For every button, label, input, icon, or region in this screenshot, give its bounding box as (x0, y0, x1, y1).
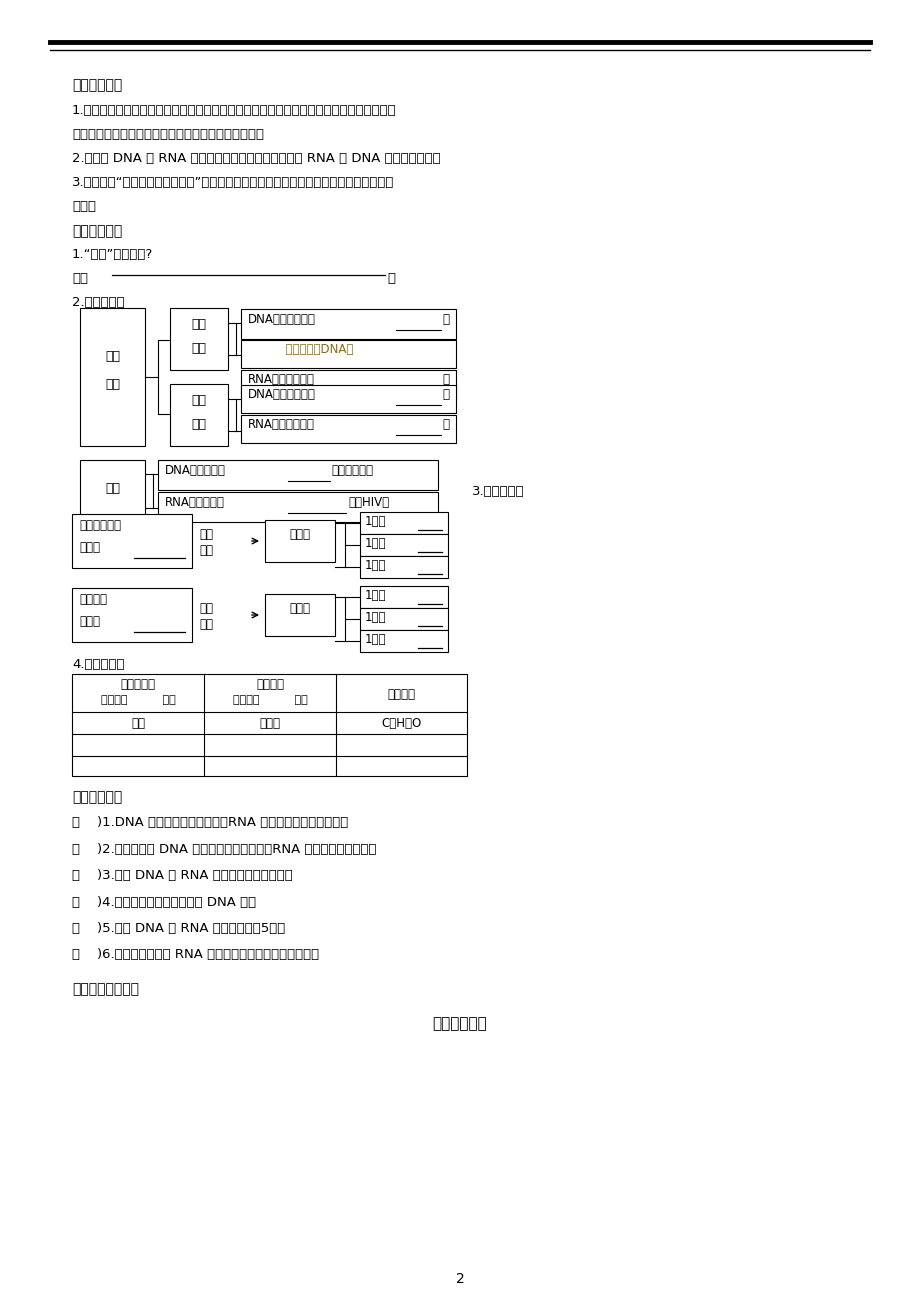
Bar (241, 415, 456, 443)
Text: 2: 2 (455, 1272, 464, 1286)
Text: 一、核酸结构: 一、核酸结构 (432, 1016, 487, 1031)
Text: 聚合而成，能解释核酸是储存与传递遗传信息的物质。: 聚合而成，能解释核酸是储存与传递遗传信息的物质。 (72, 128, 264, 141)
Text: RNA：主要分布在: RNA：主要分布在 (248, 418, 314, 431)
Bar (241, 370, 456, 398)
Text: 3.核酸分类：: 3.核酸分类： (471, 486, 524, 497)
Bar (158, 460, 437, 490)
Text: 《学习目标》: 《学习目标》 (72, 78, 122, 92)
Text: 1分子: 1分子 (365, 589, 386, 602)
Text: 《核心知识突破》: 《核心知识突破》 (72, 982, 139, 996)
Text: 。: 。 (441, 388, 448, 401)
Text: （    )1.DNA 的全称是核糖核苷酸，RNA 的全称是脸氧核糖核酸。: （ )1.DNA 的全称是核糖核苷酸，RNA 的全称是脸氧核糖核酸。 (72, 816, 348, 829)
Text: 。: 。 (441, 418, 448, 431)
Bar (359, 512, 448, 534)
Text: 1分子: 1分子 (365, 633, 386, 646)
Text: 1分子: 1分子 (365, 559, 386, 572)
Text: 答：: 答： (72, 272, 88, 285)
Bar (359, 630, 448, 652)
Bar (359, 586, 448, 608)
Text: 多糖: 多糖 (130, 717, 145, 730)
Text: 真核: 真核 (191, 318, 206, 331)
Text: 基本单位: 基本单位 (255, 678, 284, 691)
Text: RNA：只分布在: RNA：只分布在 (165, 496, 224, 509)
Text: 。: 。 (441, 312, 448, 326)
Text: 2.通过对 DNA 和 RNA 化学组成上异同的比较，能说出 RNA 和 DNA 的区别和联系。: 2.通过对 DNA 和 RNA 化学组成上异同的比较，能说出 RNA 和 DNA… (72, 152, 440, 165)
Bar (72, 514, 192, 568)
Text: 原核: 原核 (191, 395, 206, 408)
Bar (80, 309, 145, 447)
Text: 脸氧核糖核酸: 脸氧核糖核酸 (79, 519, 121, 533)
Bar (265, 594, 335, 635)
Text: 葡萄糖: 葡萄糖 (259, 717, 280, 730)
Text: DNA：只分布在: DNA：只分布在 (165, 464, 226, 477)
Text: C、H、O: C、H、O (381, 717, 421, 730)
Text: 核糖核酸: 核糖核酸 (79, 592, 107, 605)
Text: RNA：主要分布在: RNA：主要分布在 (248, 372, 314, 385)
Text: 。: 。 (387, 272, 394, 285)
Bar (170, 309, 228, 370)
Text: 生物大分子: 生物大分子 (120, 678, 155, 691)
Bar (359, 608, 448, 630)
Text: 1分子: 1分子 (365, 611, 386, 624)
Text: （    )6.多糖、蛋白质和 RNA 都是由许多单体构成的多聚体。: （ )6.多糖、蛋白质和 RNA 都是由许多单体构成的多聚体。 (72, 948, 319, 961)
Text: （    )4.生物的遗传信息都储存于 DNA 中。: （ )4.生物的遗传信息都储存于 DNA 中。 (72, 896, 255, 909)
Bar (158, 492, 437, 522)
Text: 4.生物大分子: 4.生物大分子 (72, 658, 124, 671)
Text: 单位: 单位 (199, 544, 213, 557)
Bar (72, 674, 467, 776)
Text: 基本: 基本 (199, 529, 213, 542)
Text: 特点。: 特点。 (72, 201, 96, 214)
Text: 2.核酸分布：: 2.核酸分布： (72, 296, 124, 309)
Text: 简称：: 简称： (79, 542, 100, 553)
Text: 3.通过回顾“糖类、蛋白质和核酸”的物质组成，能概括出生物大分子以碳链为骨架的结构: 3.通过回顾“糖类、蛋白质和核酸”的物质组成，能概括出生物大分子以碳链为骨架的结… (72, 176, 394, 189)
Bar (72, 589, 192, 642)
Text: 细胞: 细胞 (191, 342, 206, 355)
Bar (241, 385, 456, 413)
Text: 内也有少量DNA。: 内也有少量DNA。 (248, 342, 353, 355)
Bar (359, 534, 448, 556)
Bar (80, 460, 145, 522)
Text: 核苷酸: 核苷酸 (289, 602, 311, 615)
Text: DNA：主要分布在: DNA：主要分布在 (248, 312, 315, 326)
Text: （    )5.构成 DNA 和 RNA 的核苷酸共有5种。: （ )5.构成 DNA 和 RNA 的核苷酸共有5种。 (72, 922, 285, 935)
Text: （    )3.组成 DNA 和 RNA 的糖类是同一种单糖。: （ )3.组成 DNA 和 RNA 的糖类是同一种单糖。 (72, 868, 292, 881)
Text: 病毒: 病毒 (105, 482, 119, 495)
Text: 《预习检测》: 《预习检测》 (72, 790, 122, 805)
Text: 1.“核酸”一名由来?: 1.“核酸”一名由来? (72, 247, 153, 260)
Text: ，如噌菌体。: ，如噌菌体。 (331, 464, 372, 477)
Bar (170, 384, 228, 447)
Bar (265, 519, 335, 562)
Bar (241, 309, 456, 339)
Text: 核苷酸: 核苷酸 (289, 529, 311, 542)
Bar (241, 340, 456, 368)
Text: 1分子: 1分子 (365, 516, 386, 529)
Text: （    )2.真核细胞的 DNA 主要分布在细胞核中，RNA 只分布在细胞质中。: （ )2.真核细胞的 DNA 主要分布在细胞核中，RNA 只分布在细胞质中。 (72, 842, 376, 855)
Text: 又称：（          体）: 又称：（ 体） (233, 695, 307, 704)
Text: 《自主预习》: 《自主预习》 (72, 224, 122, 238)
Text: 细胞: 细胞 (191, 418, 206, 431)
Text: DNA：主要分布在: DNA：主要分布在 (248, 388, 315, 401)
Text: 简称：: 简称： (79, 615, 100, 628)
Text: 1分子: 1分子 (365, 536, 386, 549)
Text: 单位: 单位 (199, 618, 213, 631)
Bar (359, 556, 448, 578)
Text: 又称：（          体）: 又称：（ 体） (100, 695, 176, 704)
Text: 生物: 生物 (105, 378, 119, 391)
Text: 元素组成: 元素组成 (387, 687, 415, 700)
Text: ，如HIV。: ，如HIV。 (347, 496, 389, 509)
Text: 细胞: 细胞 (105, 350, 119, 363)
Text: 。: 。 (441, 372, 448, 385)
Text: 基本: 基本 (199, 602, 213, 615)
Text: 1.通过的核苷酸长链照片的观察分析及核苷酸、核苷酸链模型的构建，能阐述核酸由核苷酸: 1.通过的核苷酸长链照片的观察分析及核苷酸、核苷酸链模型的构建，能阐述核酸由核苷… (72, 104, 396, 117)
